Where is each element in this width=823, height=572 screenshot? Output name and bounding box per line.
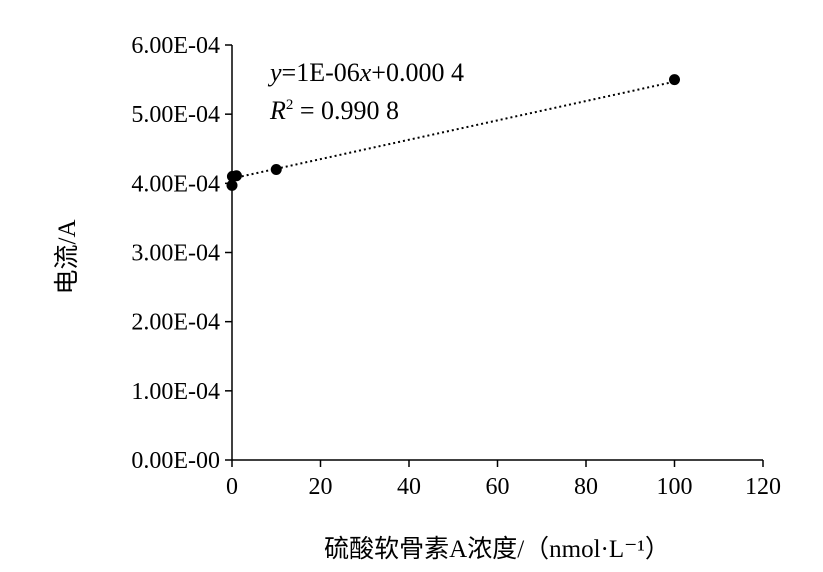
r-value: = 0.990 8 <box>293 96 399 125</box>
x-axis-title: 硫酸软骨素A浓度/（nmol·L⁻¹） <box>324 535 670 563</box>
linear-trendline <box>231 80 675 180</box>
x-ticks: 0 20 40 60 80 100 120 <box>226 460 781 500</box>
eq-y-var: y <box>267 58 282 87</box>
y-tick-label: 6.00E-04 <box>131 33 220 59</box>
x-tick-label: 120 <box>745 474 781 500</box>
eq-part-2: +0.000 4 <box>371 58 464 87</box>
r-var: R <box>269 96 286 125</box>
data-point <box>270 164 282 175</box>
x-tick-label: 20 <box>309 474 333 500</box>
y-tick-label: 2.00E-04 <box>131 310 220 336</box>
x-tick-label: 0 <box>226 474 238 500</box>
data-point <box>226 179 238 191</box>
y-tick-label: 0.00E-00 <box>131 448 220 474</box>
y-axis-title: 电流/A <box>53 219 81 294</box>
y-ticks: 0.00E-00 1.00E-04 2.00E-04 3.00E-04 4.00E-04… <box>131 33 232 474</box>
x-tick-label: 100 <box>657 474 693 500</box>
x-tick-label: 60 <box>486 474 510 500</box>
trendline-equation: y=1E-06x+0.000 4 <box>267 58 464 87</box>
r-superscript: 2 <box>286 97 294 113</box>
data-points <box>226 74 680 191</box>
x-tick-label: 40 <box>397 474 421 500</box>
x-tick-label: 80 <box>574 474 598 500</box>
y-tick-label: 3.00E-04 <box>131 241 220 267</box>
y-tick-label: 1.00E-04 <box>131 379 220 405</box>
y-tick-label: 4.00E-04 <box>131 171 220 197</box>
trendline-group <box>231 80 675 180</box>
data-point <box>669 74 680 86</box>
r-squared-label: R2 = 0.990 8 <box>269 96 399 125</box>
y-tick-label: 5.00E-04 <box>131 102 220 128</box>
eq-x-var: x <box>359 58 372 87</box>
eq-part-1: =1E-06 <box>282 58 360 87</box>
data-point <box>230 170 242 182</box>
